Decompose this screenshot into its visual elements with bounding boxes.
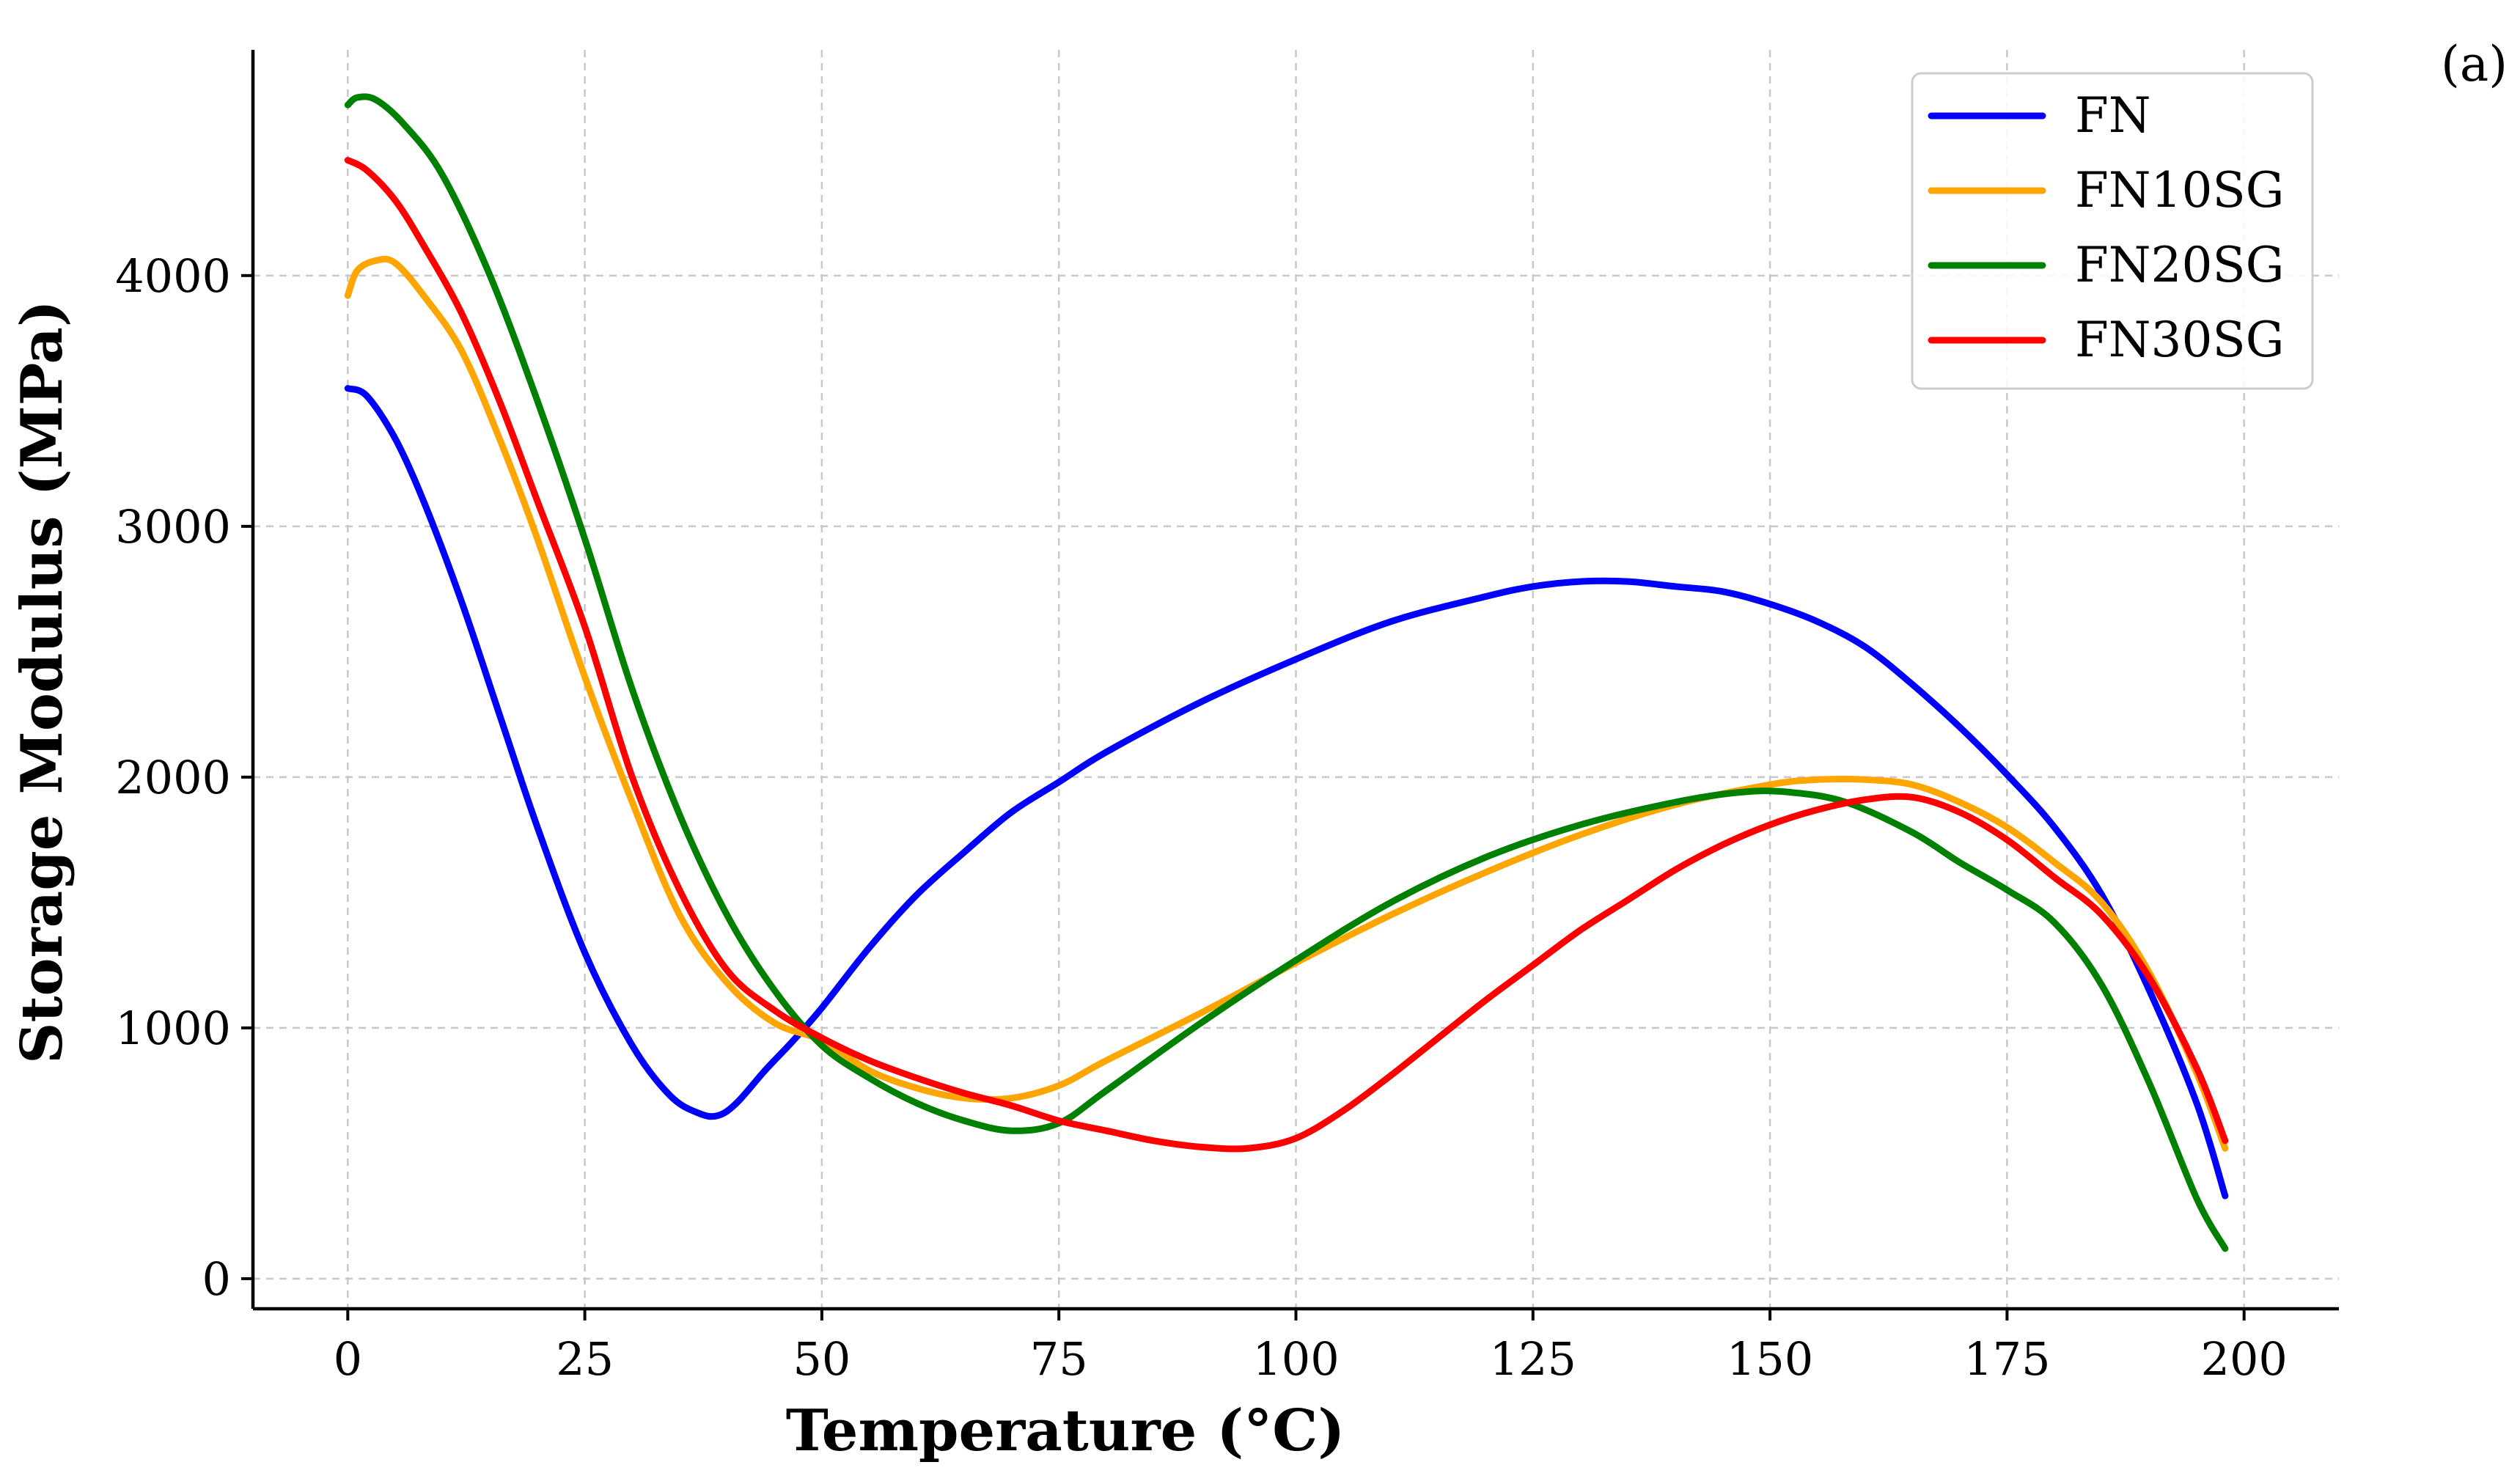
panel-label: (a) <box>2441 36 2508 92</box>
legend-label: FN20SG <box>2075 237 2284 293</box>
legend-label: FN10SG <box>2075 162 2284 218</box>
series-line-fn30sg <box>344 157 2229 1153</box>
data-series <box>344 93 2229 1252</box>
x-tick-label: 200 <box>2201 1332 2288 1386</box>
y-tick-label: 1000 <box>115 1002 231 1055</box>
series-line-fn20sg <box>344 93 2229 1252</box>
legend: FN FN10SG FN20SG FN30SG <box>1911 72 2314 390</box>
x-tick-label: 100 <box>1252 1332 1339 1386</box>
x-tick-label: 125 <box>1490 1332 1576 1386</box>
legend-label: FN30SG <box>2075 312 2284 368</box>
x-tick-label: 175 <box>1964 1332 2050 1386</box>
x-tick-label: 150 <box>1727 1332 1813 1386</box>
x-tick-label: 0 <box>334 1332 362 1386</box>
legend-box <box>1911 72 2314 390</box>
legend-label: FN <box>2075 87 2151 144</box>
y-tick-label: 3000 <box>115 500 231 554</box>
y-axis-title: Storage Modulus (MPa) <box>9 300 76 1064</box>
x-tick-label: 50 <box>793 1332 851 1386</box>
x-tick-label: 25 <box>556 1332 614 1386</box>
series-line-fn <box>344 385 2229 1200</box>
x-tick-label: 75 <box>1030 1332 1088 1386</box>
y-tick-label: 0 <box>202 1252 231 1306</box>
y-tick-label: 2000 <box>115 751 231 804</box>
series-line-fn10sg <box>344 255 2229 1152</box>
y-tick-label: 4000 <box>115 249 231 303</box>
x-axis-title: Temperature (°C) <box>786 1397 1345 1464</box>
grid-lines <box>253 50 2339 1309</box>
